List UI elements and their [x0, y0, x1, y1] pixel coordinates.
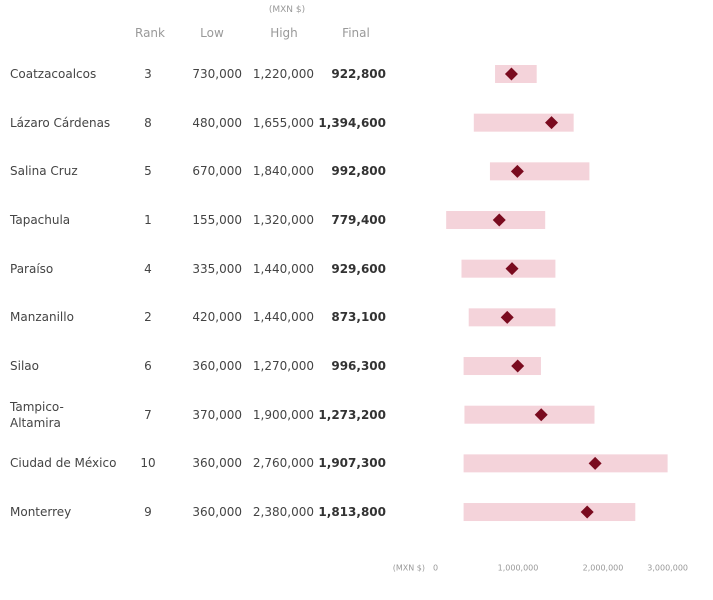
range-bar [473, 113, 574, 132]
rank: 3 [144, 67, 152, 81]
row-name: Ciudad de México [10, 456, 117, 471]
value: 1,273,200 [318, 407, 386, 422]
row-name: Manzanillo [10, 310, 74, 325]
final-marker [580, 505, 594, 519]
range-bar [463, 357, 541, 376]
final-marker [492, 213, 506, 227]
final-marker [504, 67, 518, 81]
value: 1,907,300 [318, 456, 386, 471]
range-bar [463, 503, 636, 522]
value: 730,000 [192, 67, 242, 81]
value: 360,000 [192, 505, 242, 520]
row-name: Salina Cruz [10, 164, 78, 179]
axis-unit: (MXN $) [393, 564, 425, 573]
value: 370,000 [192, 407, 242, 422]
range-bar [464, 405, 595, 424]
value: 155,000 [192, 213, 242, 227]
rank: 10 [140, 456, 156, 471]
value: 1,900,000 [252, 407, 314, 422]
value: 1,394,600 [318, 115, 386, 130]
value: 873,100 [331, 310, 386, 325]
row-name: Tampico-Altamira [10, 399, 64, 430]
final-marker [511, 359, 525, 373]
x-tick-label: 1,000,000 [498, 564, 539, 573]
final-marker [588, 456, 602, 470]
final-marker [500, 310, 514, 324]
value: 480,000 [192, 115, 242, 130]
row-name: Coatzacoalcos [10, 67, 97, 81]
range-bar [463, 454, 668, 473]
row-name: Silao [10, 359, 39, 374]
row-name: Lázaro Cárdenas [10, 115, 111, 130]
row-name: Paraíso [10, 261, 54, 276]
value: 1,840,000 [252, 164, 314, 179]
value: 360,000 [192, 359, 242, 374]
column-header: Final [342, 26, 370, 40]
rank: 7 [144, 407, 152, 422]
value: 779,400 [331, 213, 386, 227]
x-tick-label: 3,000,000 [647, 564, 688, 573]
value: 2,380,000 [252, 505, 314, 520]
rank-header: Rank [135, 26, 165, 40]
final-marker [510, 164, 524, 178]
value: 929,600 [331, 261, 386, 276]
column-header: Low [200, 26, 224, 40]
rank: 6 [144, 359, 152, 374]
rank: 2 [144, 310, 152, 325]
value: 1,440,000 [252, 261, 314, 276]
value: 1,320,000 [252, 213, 314, 227]
value: 1,270,000 [252, 359, 314, 374]
rank: 1 [144, 213, 152, 227]
value: 1,813,800 [318, 505, 386, 520]
column-header: High [270, 26, 298, 40]
value: 992,800 [331, 164, 386, 179]
rank: 8 [144, 115, 152, 130]
unit-header: (MXN $) [268, 5, 306, 15]
value: 1,655,000 [252, 115, 314, 130]
value: 2,760,000 [252, 456, 314, 471]
value: 996,300 [331, 359, 386, 374]
value: 1,440,000 [252, 310, 314, 325]
final-marker [505, 262, 519, 276]
row-name: Tapachula [10, 213, 71, 227]
value: 670,000 [192, 164, 242, 179]
value: 360,000 [192, 456, 242, 471]
final-marker [534, 408, 548, 422]
x-tick-label: 0 [433, 564, 438, 573]
value: 335,000 [192, 261, 242, 276]
rank: 9 [144, 505, 152, 520]
row-name: Monterrey [10, 505, 72, 520]
rank: 4 [144, 261, 152, 276]
x-tick-label: 2,000,000 [583, 564, 624, 573]
value: 1,220,000 [252, 67, 314, 81]
value: 420,000 [192, 310, 242, 325]
value: 922,800 [331, 67, 386, 81]
range-bar [489, 162, 590, 181]
rank: 5 [144, 164, 152, 179]
final-marker [545, 116, 559, 130]
